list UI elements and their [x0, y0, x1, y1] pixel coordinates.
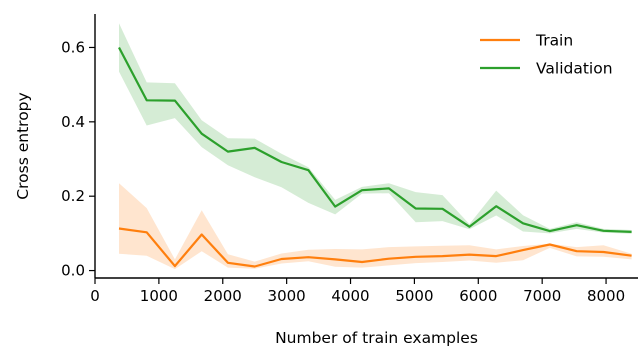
- legend-train-label: Train: [535, 32, 573, 50]
- y-axis-ticks: 0.0 0.2 0.4 0.6: [61, 38, 95, 280]
- x-tick-label: 5000: [395, 287, 433, 305]
- x-tick-label: 2000: [204, 287, 242, 305]
- x-tick-label: 8000: [587, 287, 625, 305]
- x-tick-label: 6000: [459, 287, 497, 305]
- x-axis-ticks: 0 1000 2000 3000 4000 5000 6000 7000 8000: [90, 278, 625, 305]
- x-tick-label: 0: [90, 287, 100, 305]
- x-tick-label: 1000: [140, 287, 178, 305]
- axes: 0 1000 2000 3000 4000 5000 6000 7000 8000 0.0 0.2…: [14, 14, 638, 347]
- series-lines: [118, 46, 632, 268]
- train-confidence-band: [119, 183, 632, 270]
- legend-validation-label: Validation: [536, 60, 613, 78]
- y-tick-label: 0.6: [61, 38, 85, 56]
- legend: Train Validation: [480, 32, 613, 78]
- x-tick-label: 4000: [331, 287, 369, 305]
- validation-series-line: [118, 46, 632, 233]
- y-axis-title: Cross entropy: [14, 92, 32, 199]
- x-tick-label: 7000: [523, 287, 561, 305]
- y-tick-label: 0.4: [61, 113, 85, 131]
- validation-confidence-band: [119, 23, 632, 234]
- x-axis-title: Number of train examples: [275, 329, 478, 347]
- train-series-line: [118, 227, 632, 268]
- y-tick-label: 0.0: [61, 262, 85, 280]
- x-tick-label: 3000: [268, 287, 306, 305]
- y-tick-label: 0.2: [61, 187, 85, 205]
